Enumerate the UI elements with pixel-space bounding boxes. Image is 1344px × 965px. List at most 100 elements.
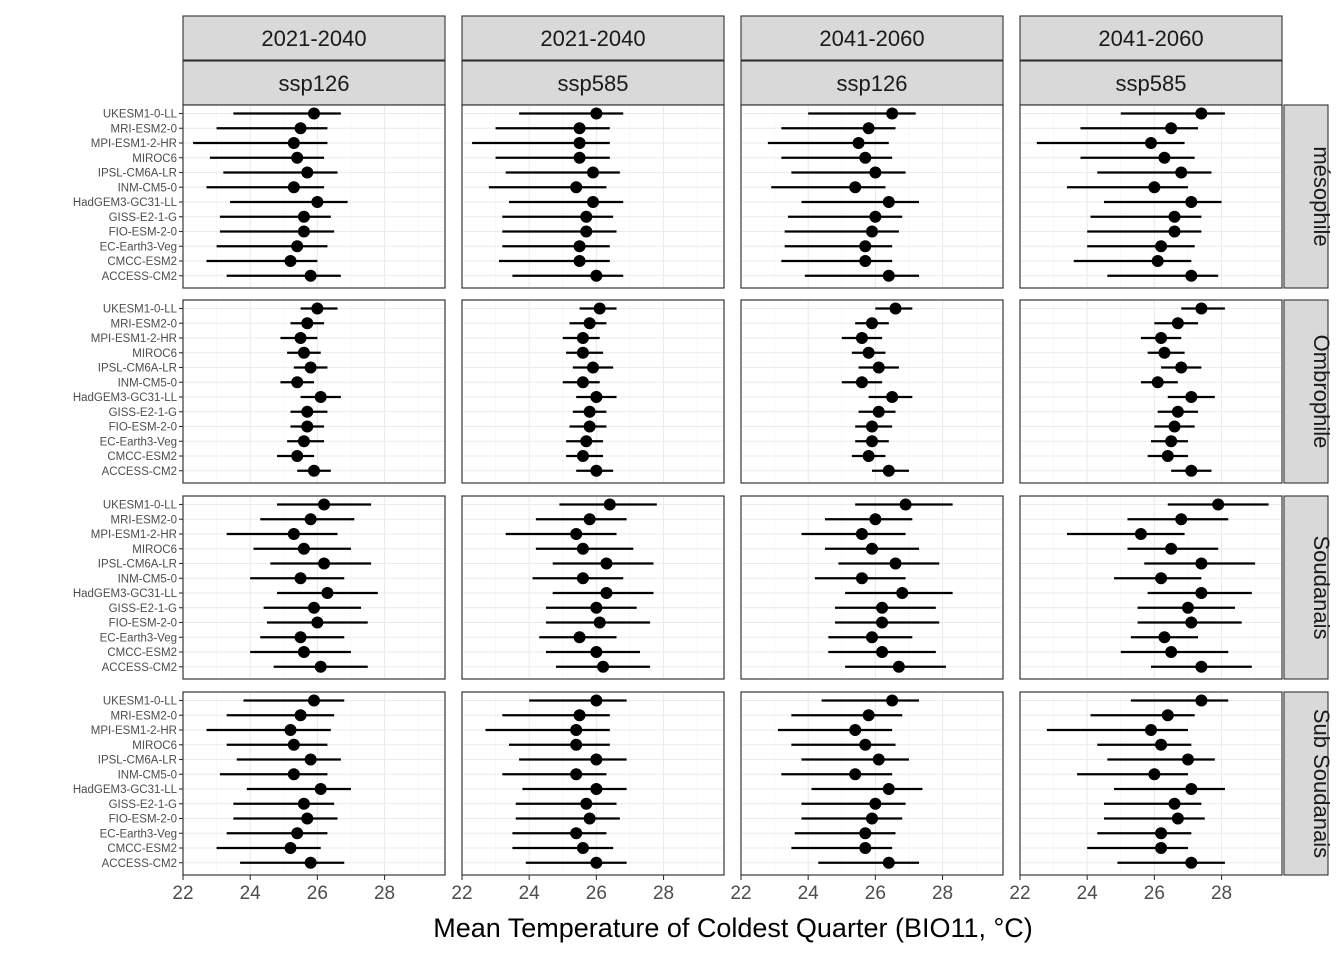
- row-strip: mésophile: [1283, 104, 1334, 289]
- y-tick-label: INM-CM5-0: [118, 377, 177, 389]
- panel-border: [1019, 691, 1283, 876]
- y-tick-label: MPI-ESM1-2-HR: [91, 529, 177, 541]
- mean-point: [284, 255, 297, 267]
- row-strip-bg: [1283, 104, 1329, 289]
- panel-background: [1019, 495, 1283, 680]
- panel-border: [1019, 495, 1283, 680]
- mean-point: [1175, 361, 1188, 374]
- mean-point: [1195, 587, 1208, 599]
- mean-point: [590, 107, 603, 120]
- mean-point: [1168, 225, 1181, 238]
- mean-point: [570, 827, 583, 840]
- mean-point: [1175, 513, 1188, 526]
- x-tick-label: 28: [653, 883, 674, 904]
- mean-point: [866, 631, 878, 644]
- mean-point: [576, 842, 589, 854]
- mean-point: [284, 842, 297, 854]
- y-tick-label: IPSL-CM6A-LR: [98, 168, 177, 180]
- x-tick-label: 28: [1211, 883, 1232, 904]
- period-strip-label: 2021-2040: [540, 26, 645, 51]
- mean-point: [311, 302, 324, 315]
- mean-point: [583, 420, 596, 433]
- mean-point: [1145, 724, 1157, 736]
- mean-point: [1161, 709, 1174, 722]
- panel: [740, 104, 1004, 289]
- mean-point: [886, 391, 899, 403]
- scenario-strip-label: ssp126: [279, 71, 350, 96]
- row-strip-label: Soudanais: [1309, 536, 1334, 640]
- y-tick-label: MIROC6: [132, 740, 177, 752]
- panel-border: [740, 299, 1004, 484]
- y-tick-label: ACCESS-CM2: [102, 858, 177, 870]
- mean-point: [297, 435, 310, 448]
- y-tick-label: UKESM1-0-LL: [103, 304, 178, 316]
- mean-point: [886, 694, 899, 707]
- mean-point: [311, 616, 324, 629]
- mean-point: [590, 783, 603, 795]
- mean-point: [1165, 435, 1178, 448]
- y-tick-label: GISS-E2-1-G: [109, 212, 177, 224]
- x-tick-label: 24: [1077, 883, 1099, 904]
- mean-point: [859, 240, 872, 253]
- mean-point: [284, 724, 297, 736]
- panel-border: [461, 299, 725, 484]
- x-tick-label: 24: [240, 883, 262, 904]
- panel: [182, 104, 446, 289]
- mean-point: [593, 302, 606, 315]
- mean-point: [1155, 332, 1168, 344]
- mean-point: [304, 753, 317, 766]
- panel-background: [740, 691, 1004, 876]
- mean-point: [590, 694, 603, 707]
- scenario-strip-bg: [182, 60, 446, 106]
- mean-point: [849, 724, 862, 736]
- mean-point: [892, 660, 905, 673]
- mean-point: [573, 137, 586, 149]
- mean-point: [597, 660, 610, 673]
- x-tick-label: 26: [586, 883, 607, 904]
- y-tick-label: GISS-E2-1-G: [109, 603, 177, 615]
- period-strip-bg: [182, 15, 446, 61]
- mean-point: [1158, 151, 1171, 164]
- panel-border: [1019, 104, 1283, 289]
- mean-point: [1171, 405, 1184, 418]
- mean-point: [573, 631, 586, 644]
- mean-point: [889, 557, 902, 570]
- mean-point: [573, 255, 586, 267]
- mean-point: [1195, 107, 1208, 120]
- panel: [740, 299, 1004, 484]
- mean-point: [580, 225, 593, 238]
- mean-point: [855, 376, 868, 389]
- panel-background: [740, 495, 1004, 680]
- panel-border: [182, 495, 446, 680]
- panel-border: [740, 495, 1004, 680]
- y-tick-label: GISS-E2-1-G: [109, 407, 177, 419]
- mean-point: [1155, 842, 1168, 854]
- y-tick-label: EC-Earth3-Veg: [100, 241, 177, 253]
- mean-point: [849, 181, 862, 194]
- mean-point: [849, 768, 862, 781]
- panel-background: [182, 104, 446, 289]
- mean-point: [1185, 783, 1198, 795]
- mean-point: [308, 464, 320, 477]
- y-tick-label: CMCC-ESM2: [107, 843, 177, 855]
- mean-point: [886, 107, 899, 120]
- mean-point: [301, 405, 314, 418]
- period-strip-label: 2021-2040: [261, 26, 366, 51]
- y-tick-label: MRI-ESM2-0: [111, 123, 177, 135]
- mean-point: [301, 317, 314, 330]
- y-tick-label: MRI-ESM2-0: [111, 710, 177, 722]
- period-strip-label: 2041-2060: [819, 26, 924, 51]
- mean-point: [291, 450, 304, 462]
- panel: [182, 299, 446, 484]
- mean-point: [583, 405, 596, 418]
- mean-point: [855, 332, 868, 344]
- mean-point: [859, 151, 872, 164]
- mean-point: [314, 391, 327, 403]
- mean-point: [570, 724, 583, 736]
- mean-point: [1165, 122, 1178, 135]
- panel-border: [461, 104, 725, 289]
- mean-point: [1171, 317, 1184, 330]
- mean-point: [294, 332, 307, 344]
